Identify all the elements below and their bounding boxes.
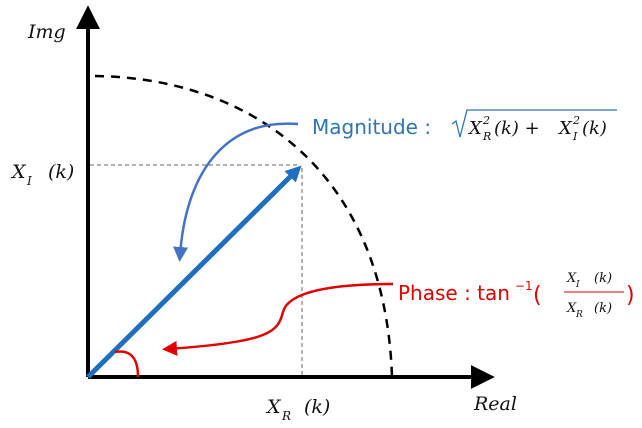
phasor-vector-arrow [86,165,302,379]
svg-text:2: 2 [572,114,580,127]
svg-text:(k): (k) [304,396,330,418]
real-component-label: X R (k) [265,396,330,423]
svg-text:R: R [281,409,291,423]
svg-text:I: I [575,280,580,290]
magnitude-annotation: Magnitude : X 2 R (k) + X 2 I (k) [312,109,617,143]
svg-text:): ) [626,283,635,308]
svg-text:I: I [26,174,32,188]
svg-text:Phase : tan: Phase : tan [398,281,510,305]
svg-text:R: R [482,130,491,143]
svg-text:X: X [467,118,483,139]
svg-text:2: 2 [482,114,490,127]
phase-angle-arc [114,350,140,378]
svg-text:X: X [566,301,577,316]
svg-text:X: X [265,396,282,418]
phase-annotation: Phase : tan −1 ( X I (k) X R (k) ) [398,271,635,320]
svg-text:Magnitude :: Magnitude : [312,115,431,139]
svg-text:(k): (k) [48,161,74,183]
svg-text:(k) +: (k) + [494,118,545,139]
svg-text:(: ( [533,283,542,308]
svg-text:X: X [557,118,573,139]
svg-text:X: X [10,161,27,183]
svg-text:(k): (k) [594,301,612,316]
svg-text:X: X [566,271,577,286]
svg-text:−1: −1 [515,279,533,293]
svg-text:I: I [572,130,578,143]
svg-text:R: R [575,310,583,320]
phase-pointer-arrow [162,282,394,356]
real-axis-label: Real [473,393,517,415]
svg-text:(k): (k) [594,271,612,286]
svg-text:(k): (k) [582,118,607,139]
imaginary-component-label: X I (k) [10,161,74,188]
sqrt-sign [451,109,617,138]
magnitude-pointer-arrow [173,122,299,262]
imaginary-axis-label: Img [27,21,66,43]
